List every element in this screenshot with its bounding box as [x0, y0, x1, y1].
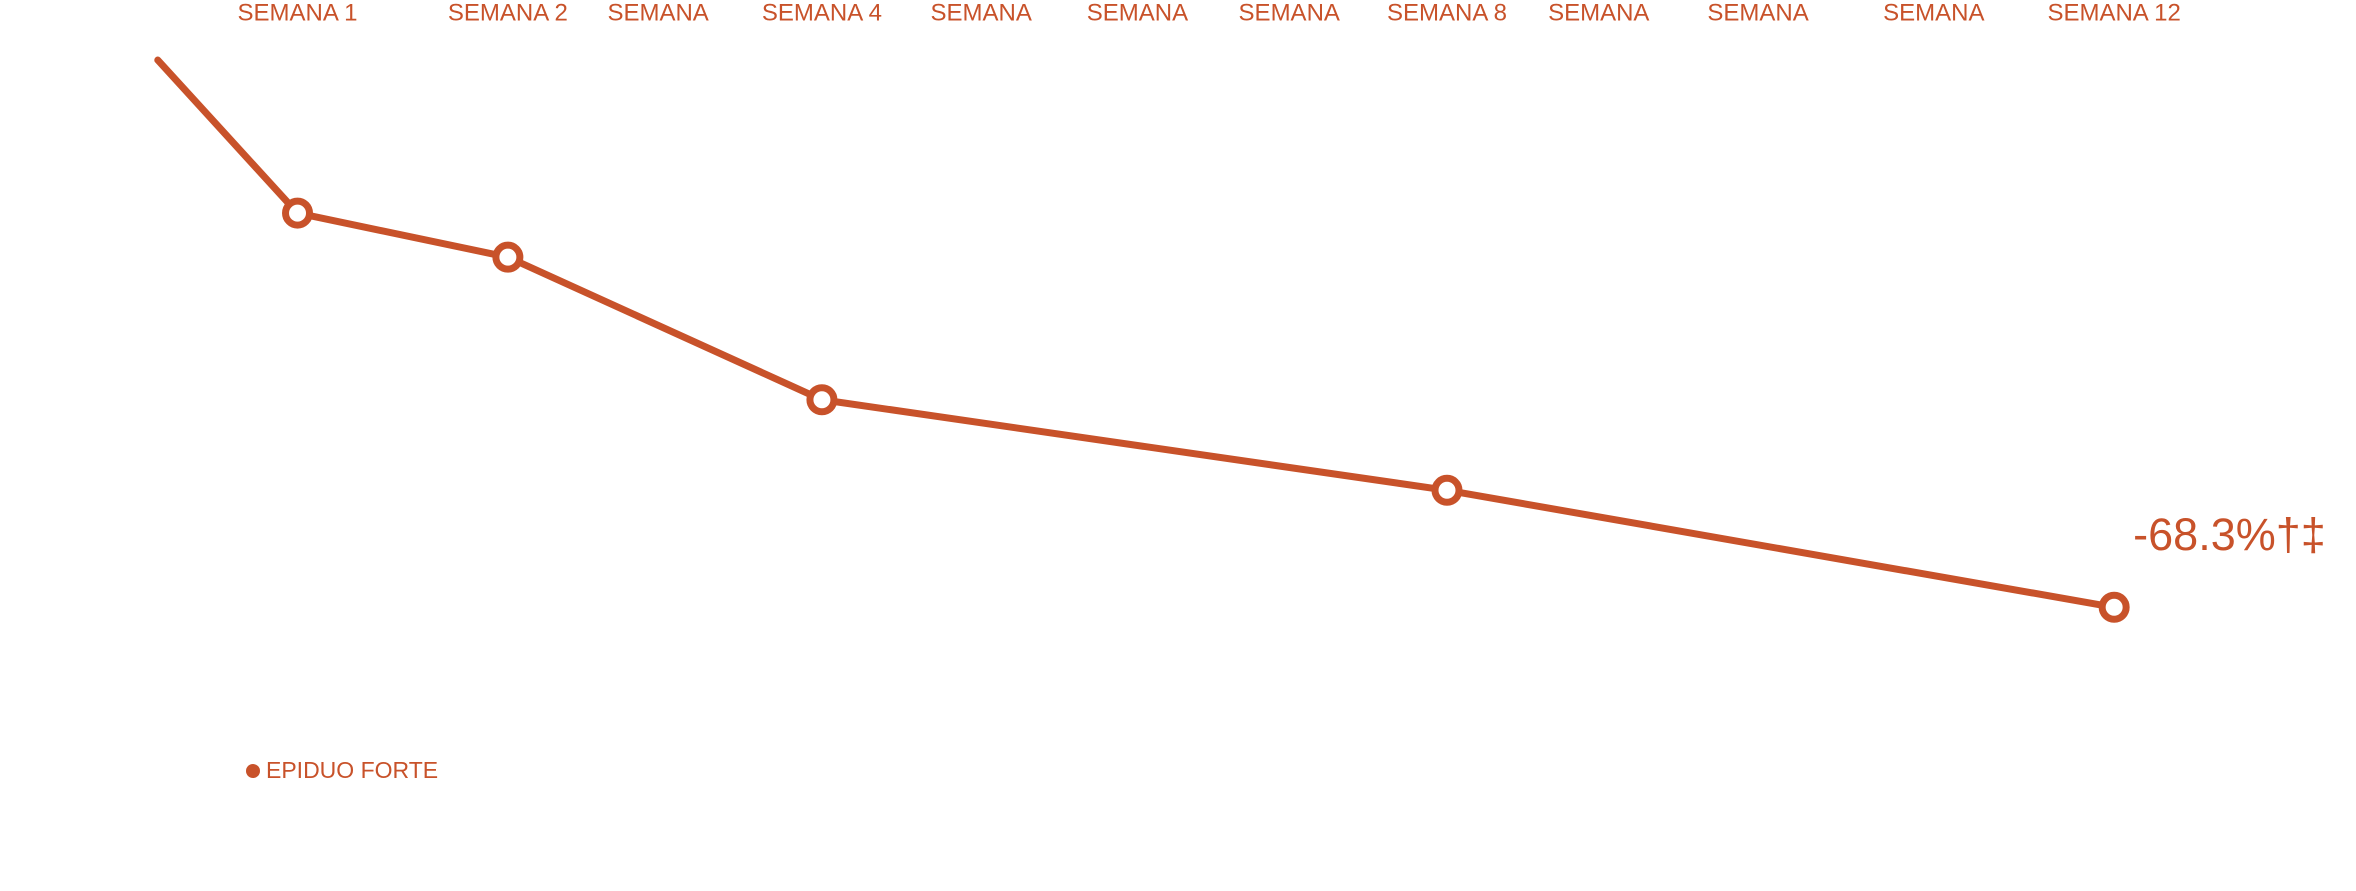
- x-tick-label: SEMANA 2: [448, 0, 568, 26]
- x-tick-label: SEMANA: [1087, 0, 1188, 26]
- value-label: -68.3%†‡: [2133, 509, 2326, 560]
- x-tick-label: SEMANA 1: [237, 0, 357, 26]
- legend-marker: [246, 764, 260, 778]
- x-tick-label: SEMANA 12: [2047, 0, 2180, 26]
- line: [154, 56, 2118, 611]
- point-marker: [492, 241, 524, 273]
- point-marker: [806, 384, 838, 416]
- point-marker: [1431, 474, 1463, 506]
- x-tick-label: SEMANA: [1883, 0, 1984, 26]
- point-marker: [282, 197, 314, 229]
- x-tick-label: SEMANA: [1239, 0, 1340, 26]
- point-marker: [2098, 591, 2130, 623]
- x-tick-label: SEMANA 8: [1387, 0, 1507, 26]
- x-tick-label: SEMANA: [1707, 0, 1808, 26]
- x-tick-label: SEMANA: [607, 0, 708, 26]
- x-tick-label: SEMANA: [931, 0, 1032, 26]
- x-tick-label: SEMANA 4: [762, 0, 882, 26]
- legend-label: EPIDUO FORTE: [266, 757, 438, 783]
- x-tick-label: SEMANA: [1548, 0, 1649, 26]
